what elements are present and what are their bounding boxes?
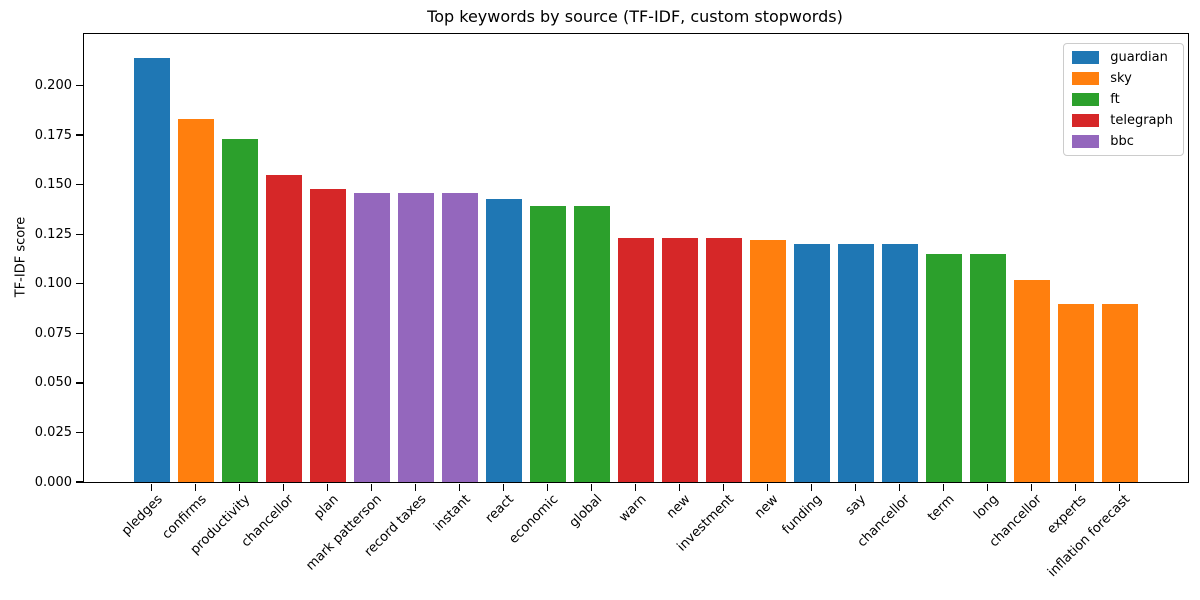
y-tick-mark xyxy=(76,481,83,483)
legend-row-guardian: guardian xyxy=(1072,51,1173,64)
legend-swatch-sky xyxy=(1072,72,1100,85)
x-tick-mark xyxy=(327,484,329,491)
x-tick-label: global xyxy=(566,492,606,531)
bar-global xyxy=(573,206,610,482)
y-tick-label: 0.000 xyxy=(34,474,72,490)
x-tick-label: new xyxy=(663,492,694,522)
x-tick-mark xyxy=(679,484,681,491)
x-tick-mark xyxy=(1031,484,1033,491)
legend-swatch-guardian xyxy=(1072,51,1100,64)
x-tick-mark xyxy=(767,484,769,491)
x-tick-label: term xyxy=(924,492,958,525)
x-tick-label: long xyxy=(970,492,1002,523)
x-tick-mark xyxy=(503,484,505,491)
x-tick-mark xyxy=(415,484,417,491)
y-tick-label: 0.175 xyxy=(34,127,72,143)
x-tick-label: new xyxy=(751,492,782,522)
bar-chancellor xyxy=(265,174,302,482)
x-tick-mark xyxy=(151,484,153,491)
x-tick-mark xyxy=(943,484,945,491)
legend-row-sky: sky xyxy=(1072,72,1173,85)
y-tick-mark xyxy=(76,283,83,285)
bar-experts xyxy=(1057,303,1094,482)
bar-warn xyxy=(617,238,654,482)
bar-inflation-forecast xyxy=(1101,303,1138,482)
x-tick-mark xyxy=(547,484,549,491)
bar-new xyxy=(749,240,786,482)
y-tick-label: 0.200 xyxy=(34,78,72,94)
x-tick-label: warn xyxy=(616,492,650,526)
bar-mark-patterson xyxy=(353,192,390,482)
bar-react xyxy=(485,198,522,482)
x-tick-mark xyxy=(899,484,901,491)
bar-record-taxes xyxy=(397,192,434,482)
x-tick-label: mark patterson xyxy=(303,492,386,574)
bar-new xyxy=(661,238,698,482)
legend-swatch-ft xyxy=(1072,93,1100,106)
x-tick-mark xyxy=(371,484,373,491)
y-tick-label: 0.150 xyxy=(34,177,72,193)
x-tick-mark xyxy=(723,484,725,491)
bar-productivity xyxy=(221,139,258,482)
bar-chancellor xyxy=(1013,279,1050,482)
y-tick-mark xyxy=(76,431,83,434)
bar-economic xyxy=(529,206,566,482)
bar-long xyxy=(969,254,1006,482)
legend-label: ft xyxy=(1110,92,1120,107)
y-tick-label: 0.050 xyxy=(34,375,72,391)
y-tick-label: 0.125 xyxy=(34,226,72,242)
x-tick-label: say xyxy=(842,492,870,519)
bar-confirms xyxy=(177,119,214,482)
x-tick-label: pledges xyxy=(118,492,166,539)
x-tick-mark xyxy=(591,484,593,491)
x-tick-mark xyxy=(855,484,857,491)
legend-row-telegraph: telegraph xyxy=(1072,114,1173,127)
x-tick-label: react xyxy=(483,492,518,527)
x-tick-label: funding xyxy=(779,492,826,538)
x-tick-label: instant xyxy=(430,492,474,535)
x-tick-mark xyxy=(811,484,813,491)
y-tick-mark xyxy=(76,382,83,384)
bar-chancellor xyxy=(881,244,918,482)
legend-label: sky xyxy=(1110,71,1132,86)
chart-title: Top keywords by source (TF-IDF, custom s… xyxy=(427,7,843,26)
bar-instant xyxy=(441,192,478,482)
plot-area: guardian sky ft telegraph bbc 0.000 0.025 0.05… xyxy=(35,33,1189,580)
legend-swatch-telegraph xyxy=(1072,114,1100,127)
bar-plan xyxy=(309,188,346,482)
x-tick-mark xyxy=(195,484,197,491)
x-tick-mark xyxy=(1119,484,1121,491)
legend-label: telegraph xyxy=(1110,113,1173,128)
y-tick-mark xyxy=(76,184,83,186)
x-tick-mark xyxy=(239,484,241,491)
x-tick-mark xyxy=(283,484,285,491)
legend-swatch-bbc xyxy=(1072,135,1100,148)
bar-say xyxy=(837,244,874,482)
y-tick-label: 0.100 xyxy=(34,276,72,292)
legend-row-ft: ft xyxy=(1072,93,1173,106)
y-tick-mark xyxy=(76,332,83,334)
y-tick-mark xyxy=(76,233,83,235)
legend-row-bbc: bbc xyxy=(1072,135,1173,148)
legend-label: bbc xyxy=(1110,134,1134,149)
x-tick-label: inflation forecast xyxy=(1045,492,1134,581)
x-tick-mark xyxy=(987,484,989,491)
bar-funding xyxy=(793,244,830,482)
x-tick-mark xyxy=(1075,484,1077,491)
legend-label: guardian xyxy=(1110,50,1168,65)
x-tick-mark xyxy=(459,484,461,491)
legend: guardian sky ft telegraph bbc xyxy=(1063,43,1184,156)
y-tick-label: 0.075 xyxy=(34,325,72,341)
y-tick-mark xyxy=(76,134,83,136)
y-tick-label: 0.025 xyxy=(34,424,72,440)
y-tick-mark xyxy=(76,84,83,87)
x-tick-label: plan xyxy=(310,492,342,523)
bar-pledges xyxy=(133,57,170,482)
x-tick-mark xyxy=(635,484,637,491)
bar-term xyxy=(925,254,962,482)
bar-investment xyxy=(705,238,742,482)
